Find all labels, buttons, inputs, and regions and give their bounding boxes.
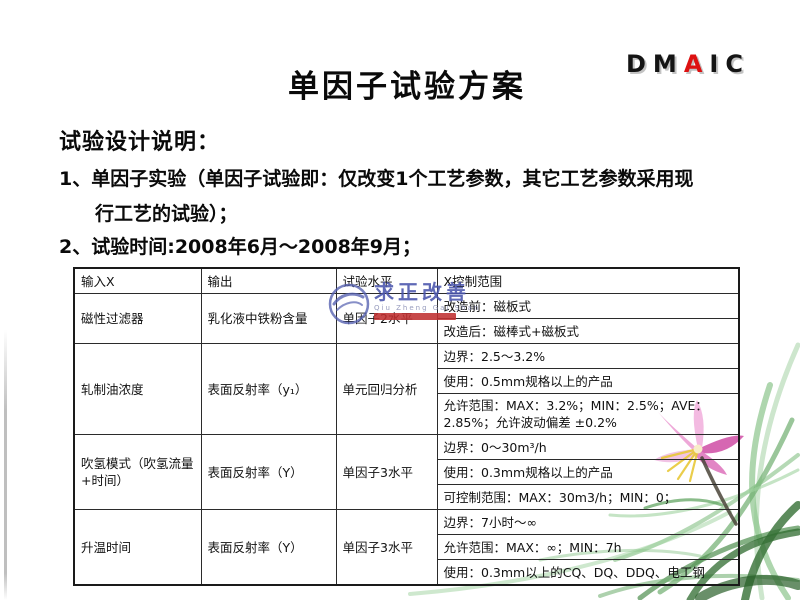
cell-control-range: 允许范围：MAX：∞；MIN：7h xyxy=(436,534,740,560)
bullet-2-line-1: 2、试验时间:2008年6月～2008年9月； xyxy=(59,236,422,258)
cell-control-range: 边界：0～30m³/h xyxy=(436,434,740,460)
cell-output: 表面反射率（y₁） xyxy=(200,343,337,435)
table-row: 使用：0.3mm以上的CQ、DQ、DDQ、电工钢 xyxy=(74,559,740,586)
table-header-cell: 试验水平 xyxy=(335,267,438,294)
table-row: 可控制范围：MAX：30m3/h；MIN：0； xyxy=(74,484,740,510)
table-header-cell: 输出 xyxy=(200,267,337,294)
slide-edge-line xyxy=(4,330,7,600)
cell-level: 单因子3水平 xyxy=(335,509,438,586)
cell-output: 乳化液中铁粉含量 xyxy=(200,293,337,344)
cell-control-range: 允许范围：MAX：3.2%；MIN：2.5%；AVE：2.85%；允许波动偏差 … xyxy=(436,393,740,435)
cell-control-range: 使用：0.3mm规格以上的产品 xyxy=(436,459,740,485)
cell-control-range: 可控制范围：MAX：30m3/h；MIN：0； xyxy=(436,484,740,510)
cell-output: 表面反射率（Y） xyxy=(200,509,337,586)
cell-control-range: 边界：2.5～3.2% xyxy=(436,343,740,369)
cell-input-x: 轧制油浓度 xyxy=(73,343,202,435)
table-header: 输入X 输出 试验水平 X控制范围 xyxy=(73,267,740,294)
cell-input-x: 磁性过滤器 xyxy=(73,293,202,344)
dmaic-letter: A xyxy=(683,50,710,78)
experiment-table: 输入X 输出 试验水平 X控制范围 磁性过滤器 乳化液中铁粉含量 单因子2水平 改造前：磁板… xyxy=(73,267,740,586)
cell-input-x: 吹氢模式（吹氢流量+时间） xyxy=(73,434,202,510)
dmaic-letter: M xyxy=(652,50,684,78)
table-header-cell: X控制范围 xyxy=(436,267,740,294)
cell-input-x: 升温时间 xyxy=(73,509,202,586)
bullet-1-line-2: 行工艺的试验）； xyxy=(95,203,238,225)
table-row: 磁性过滤器 乳化液中铁粉含量 单因子2水平 改造前：磁板式 xyxy=(73,293,740,344)
dmaic-letter: C xyxy=(725,50,750,78)
table-header-cell: 输入X xyxy=(73,267,202,294)
cell-control-range: 使用：0.5mm规格以上的产品 xyxy=(436,368,740,394)
dmaic-letter: D xyxy=(626,50,653,78)
section-heading: 试验设计说明： xyxy=(59,130,221,155)
table-row: 允许范围：MAX：3.2%；MIN：2.5%；AVE：2.85%；允许波动偏差 … xyxy=(74,393,740,435)
dmaic-letter: I xyxy=(709,50,726,78)
cell-level: 单因子2水平 xyxy=(335,293,438,344)
cell-level: 单元回归分析 xyxy=(335,343,438,435)
table-body: 磁性过滤器 乳化液中铁粉含量 单因子2水平 改造前：磁板式 改造后：磁棒式+磁板式 轧制油… xyxy=(73,293,740,586)
cell-output: 表面反射率（Y） xyxy=(200,434,337,510)
table-row: 升温时间 表面反射率（Y） 单因子3水平 边界：7小时～∞ xyxy=(73,509,740,586)
table-row: 轧制油浓度 表面反射率（y₁） 单元回归分析 边界：2.5～3.2% xyxy=(73,343,740,435)
cell-control-range: 使用：0.3mm以上的CQ、DQ、DDQ、电工钢 xyxy=(436,559,740,586)
table-row: 吹氢模式（吹氢流量+时间） 表面反射率（Y） 单因子3水平 边界：0～30m³/h xyxy=(73,434,740,510)
dmaic-label: DMAIC xyxy=(626,50,750,78)
cell-control-range: 改造前：磁板式 xyxy=(436,293,740,319)
page-title: 单因子试验方案 xyxy=(288,68,526,105)
bullet-1-line-1: 1、单因子实验（单因子试验即：仅改变1个工艺参数，其它工艺参数采用现 xyxy=(59,168,694,190)
cell-level: 单因子3水平 xyxy=(335,434,438,510)
cell-control-range: 边界：7小时～∞ xyxy=(436,509,740,535)
cell-control-range: 改造后：磁棒式+磁板式 xyxy=(436,318,740,344)
table-row: 允许范围：MAX：∞；MIN：7h xyxy=(74,534,740,560)
